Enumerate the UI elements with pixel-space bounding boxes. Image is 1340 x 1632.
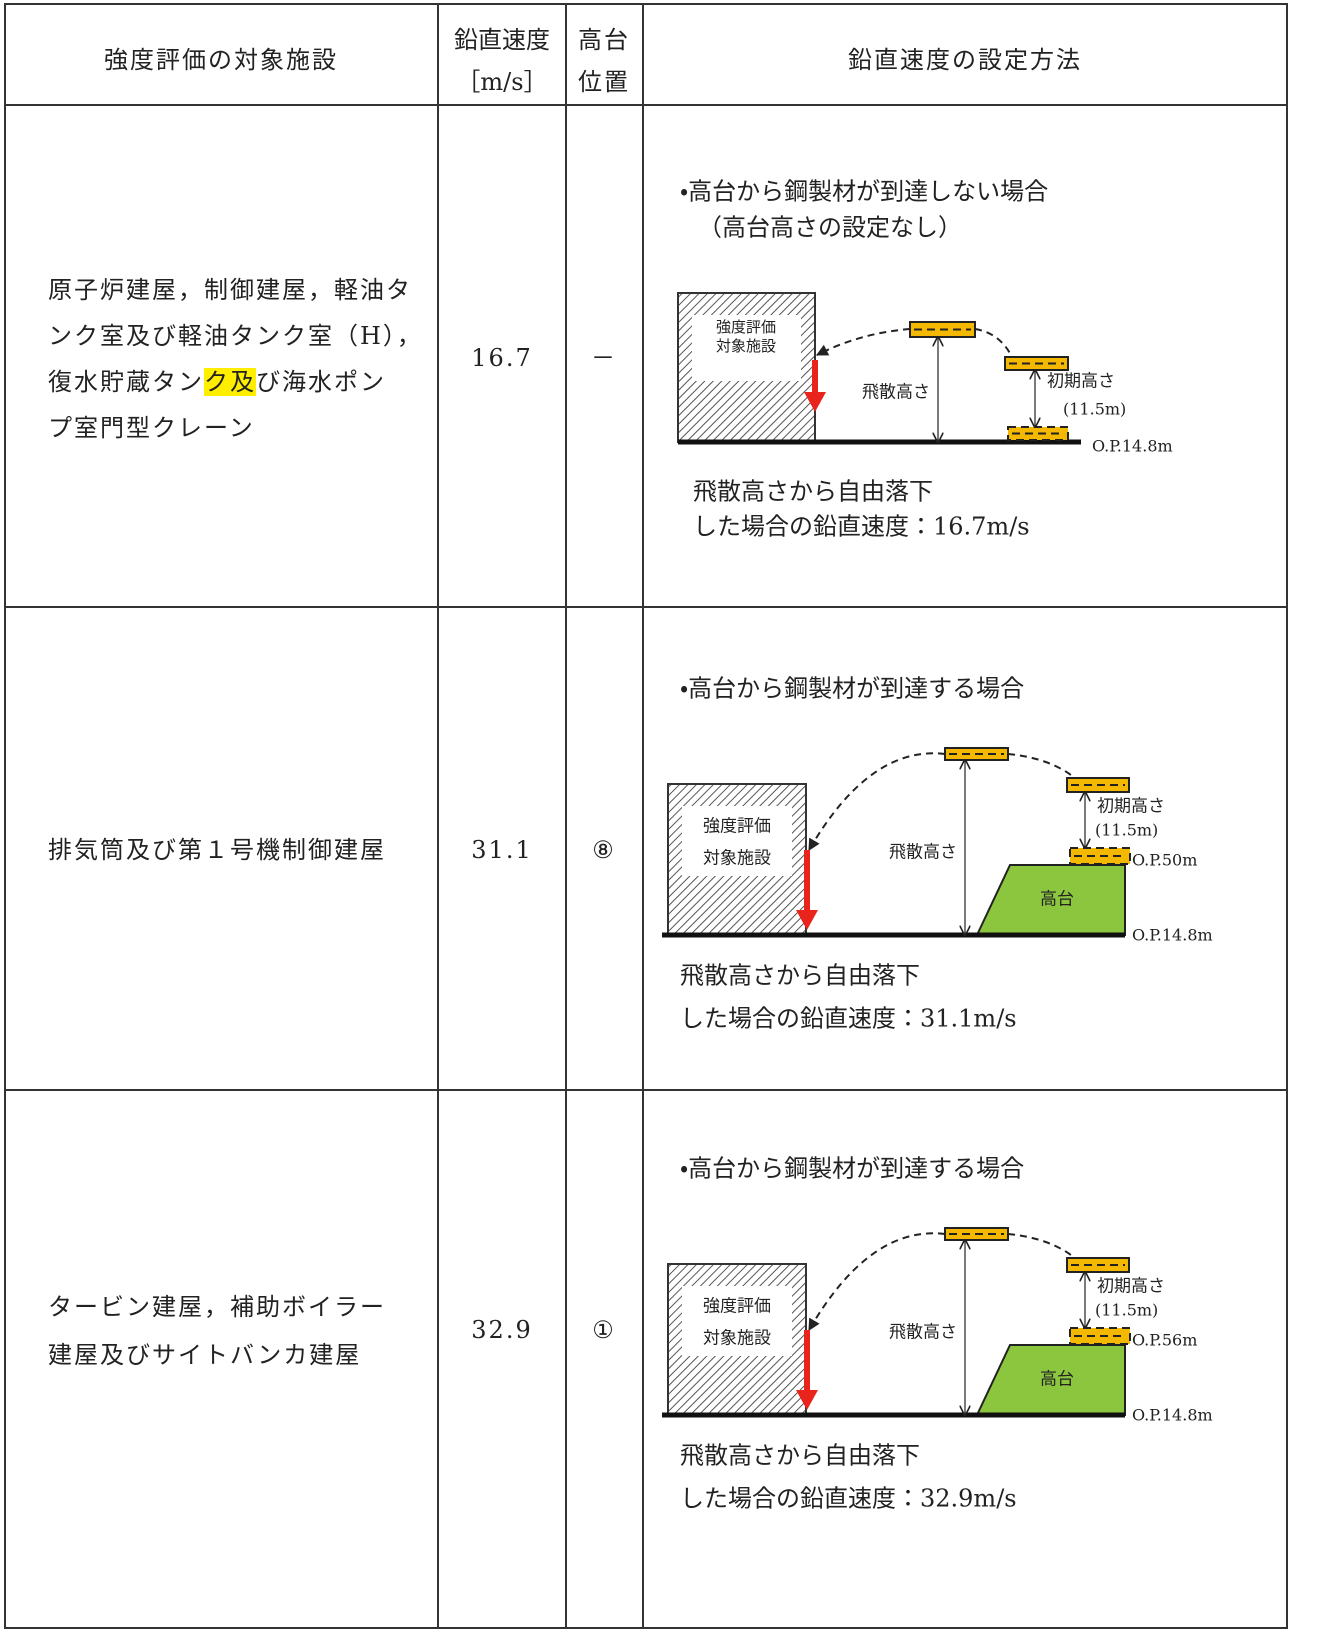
fall-arrow-head: [796, 910, 818, 930]
diagram-text: O.P.50m: [1132, 851, 1197, 870]
facility-text: 建屋及びサイトバンカ建屋: [48, 1341, 362, 1369]
diagram-text: O.P.56m: [1132, 1331, 1197, 1350]
header-cell: 鉛直速度: [454, 26, 550, 54]
facility-text: 排気筒及び第１号機制御建屋: [48, 836, 386, 864]
diagram-text: 高台: [1040, 1370, 1074, 1390]
header-cell: 位置: [578, 68, 630, 96]
velocity: 32.9: [471, 1316, 533, 1344]
header-cell: 強度評価の対象施設: [104, 46, 338, 74]
diagram-text: 飛散高さ: [862, 383, 930, 403]
trajectory: [808, 752, 946, 852]
text-segment: び海水ポン: [256, 368, 386, 396]
diagram-text: 飛散高さ: [889, 843, 957, 863]
trajectory: [1007, 753, 1076, 779]
facility-text: 原子炉建屋，制御建屋，軽油タ: [48, 276, 412, 304]
diagram-text: 飛散高さから自由落下: [680, 962, 920, 990]
velocity: 16.7: [471, 344, 533, 372]
header-cell: 高台: [578, 26, 630, 54]
trajectory: [808, 1232, 946, 1332]
diagram-text: 強度評価: [703, 817, 771, 837]
velocity: 31.1: [471, 836, 533, 864]
facility-text: 復水貯蔵タンク及び海水ポン: [48, 368, 386, 396]
diagram-text: 対象施設: [703, 1329, 771, 1349]
diagram-text: 飛散高さから自由落下: [693, 478, 933, 506]
diagram-text: (11.5m): [1095, 1301, 1158, 1320]
header-cell: 鉛直速度の設定方法: [848, 46, 1082, 74]
trajectory: [1007, 1233, 1076, 1259]
diagram-text: O.P.14.8m: [1132, 926, 1213, 945]
position: －: [591, 344, 617, 372]
diagram-text: 高台: [1040, 890, 1074, 910]
diagram-text: ・高台から鋼製材が到達する場合: [680, 1155, 1024, 1183]
diagram-text: 初期高さ: [1097, 1277, 1165, 1297]
diagram-text: した場合の鉛直速度：16.7m/s: [693, 513, 1030, 541]
facility-text: プ室門型クレーン: [48, 414, 255, 442]
fall-arrow-head: [804, 392, 826, 412]
diagram-text: 初期高さ: [1047, 372, 1115, 392]
trajectory: [815, 328, 911, 356]
diagram-text: 強度評価: [703, 1297, 771, 1317]
diagram-text: O.P.14.8m: [1132, 1406, 1213, 1425]
diagram-text: 対象施設: [716, 337, 776, 355]
label-box: [682, 1286, 792, 1356]
diagram-text: した場合の鉛直速度：31.1m/s: [680, 1005, 1017, 1033]
diagram-text: 飛散高さ: [889, 1323, 957, 1343]
diagram-text: ・高台から鋼製材が到達する場合: [680, 675, 1024, 703]
diagram-text: した場合の鉛直速度：32.9m/s: [680, 1485, 1017, 1513]
highlighted-text: ク及: [204, 368, 256, 396]
borders: [4, 3, 1288, 1629]
diagram-text: (11.5m): [1063, 400, 1126, 419]
diagram-text: 飛散高さから自由落下: [680, 1442, 920, 1470]
fall-arrow-head: [796, 1390, 818, 1410]
diagram-text: 初期高さ: [1097, 797, 1165, 817]
label-box: [692, 315, 801, 381]
position: ①: [592, 1316, 616, 1344]
diagram-text: O.P.14.8m: [1092, 437, 1173, 456]
diagram-text: 強度評価: [716, 318, 776, 336]
diagram-text: 対象施設: [703, 849, 771, 869]
text-segment: 復水貯蔵タン: [48, 368, 204, 396]
trajectory: [974, 328, 1013, 358]
header-cell: ［m/s］: [456, 68, 548, 96]
label-box: [682, 806, 792, 876]
diagram-text: （高台高さの設定なし）: [698, 214, 962, 242]
facility-text: タービン建屋，補助ボイラー: [48, 1293, 386, 1321]
diagram-text: ・高台から鋼製材が到達しない場合: [680, 178, 1048, 206]
diagram-text: (11.5m): [1095, 821, 1158, 840]
position: ⑧: [592, 836, 616, 864]
facility-text: ンク室及び軽油タンク室（H），: [48, 322, 423, 350]
